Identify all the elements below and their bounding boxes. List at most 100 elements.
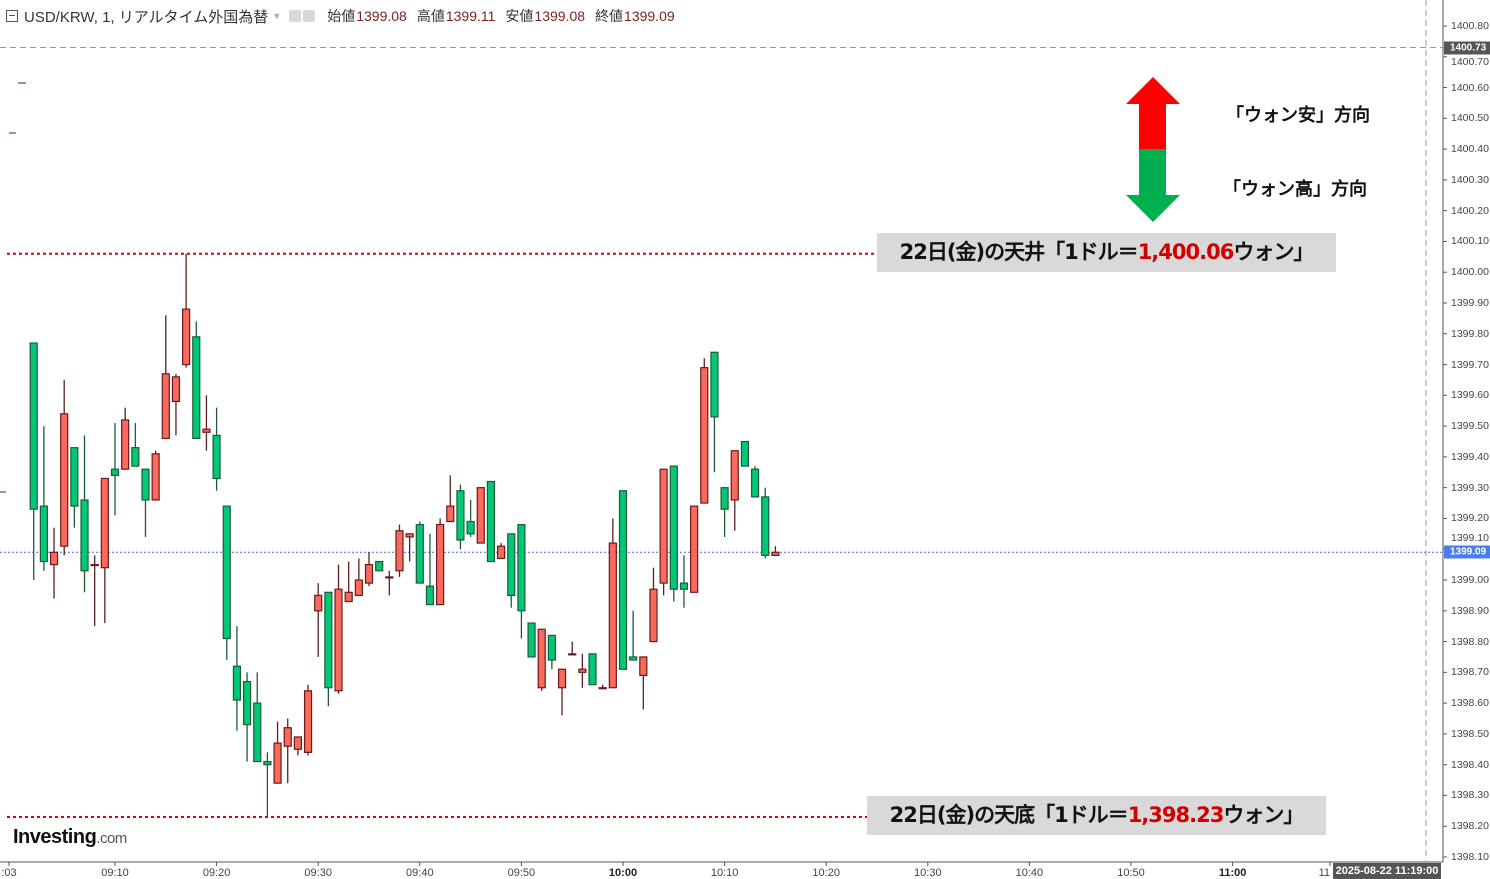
candle[interactable] [679,555,689,608]
candle[interactable] [588,653,597,686]
candle-body [314,594,323,612]
price-tick-label: 1398.80 [1451,635,1489,648]
candle-body [29,342,38,510]
candle[interactable] [303,684,313,756]
candle[interactable] [700,358,709,504]
candle[interactable] [131,423,140,467]
candle[interactable] [273,721,282,784]
candle[interactable] [730,450,739,531]
floor-suffix: ウォン」 [1223,803,1304,827]
candle[interactable] [80,435,89,593]
down-arrow-icon [1126,149,1180,222]
candle[interactable] [354,558,363,596]
candle[interactable] [161,315,170,440]
candle[interactable] [436,518,445,606]
candle[interactable] [466,499,475,537]
crosshair-date-label: 2025-08-22 11:19:00 [1333,863,1441,879]
candle[interactable] [151,450,160,501]
time-tick-label: 11:00 [1218,867,1247,879]
candle[interactable] [446,475,455,523]
candle[interactable] [49,527,59,599]
candle[interactable] [486,480,496,563]
candle-body [750,468,760,498]
candle-body [669,465,678,590]
candle-body [415,523,424,584]
candle[interactable] [507,533,516,608]
candle[interactable] [141,468,150,537]
candle-body [385,576,394,579]
candle[interactable] [293,736,302,756]
candle[interactable] [395,524,404,577]
candle[interactable] [750,466,760,498]
candle[interactable] [171,373,181,436]
candle[interactable] [578,653,587,688]
candle[interactable] [202,395,211,451]
candle[interactable] [242,672,252,762]
eye-icon[interactable] [289,10,302,22]
candle[interactable] [334,564,343,694]
candle-body [80,499,89,572]
candle[interactable] [385,570,394,596]
candle[interactable] [29,342,38,580]
candle[interactable] [212,407,221,491]
candle[interactable] [425,533,435,606]
candle[interactable] [314,583,323,657]
candle[interactable] [121,407,130,470]
candle[interactable] [263,752,272,817]
candle[interactable] [608,518,617,689]
candle[interactable] [253,672,262,763]
candle[interactable] [344,561,353,603]
candle[interactable] [669,465,678,602]
candle[interactable] [517,523,526,639]
gear-icon[interactable] [303,10,316,22]
candle[interactable] [182,253,191,368]
candle[interactable] [222,505,231,661]
candle[interactable] [761,487,770,559]
candle-body [608,542,617,689]
candle[interactable] [771,546,780,556]
candle[interactable] [324,591,333,707]
candle[interactable] [90,555,99,627]
candle[interactable] [568,641,577,656]
candle[interactable] [476,487,485,544]
candle[interactable] [740,440,750,467]
candle[interactable] [364,552,374,587]
candle[interactable] [537,628,546,691]
weak-won-label: 「ウォン安」方向 [1226,105,1370,126]
chevron-down-icon[interactable]: ▼ [272,11,282,21]
candle[interactable] [39,426,48,571]
candle[interactable] [710,351,719,473]
collapse-icon[interactable] [6,10,18,22]
candle[interactable] [629,610,638,661]
candle[interactable] [110,423,120,516]
candle[interactable] [659,468,668,596]
close-label: 終値 [595,8,624,24]
candle[interactable] [192,321,201,440]
candle[interactable] [720,487,729,537]
candle[interactable] [496,543,506,560]
candle[interactable] [283,718,292,784]
candle[interactable] [375,560,384,572]
candle[interactable] [557,668,567,716]
candle[interactable] [415,521,424,584]
candle[interactable] [70,447,79,528]
price-tick-label: 1399.30 [1451,481,1489,494]
price-tick-label: 1399.50 [1451,420,1489,433]
candle[interactable] [456,484,465,550]
candle[interactable] [598,684,607,690]
candle[interactable] [690,505,699,593]
candle[interactable] [618,490,628,670]
candle-body [110,468,120,476]
candle[interactable] [527,622,536,658]
open-label: 始値 [327,8,356,24]
candle-body [202,428,211,433]
candle[interactable] [60,379,69,556]
candle[interactable] [547,634,556,670]
candle[interactable] [649,567,658,643]
price-tick-label: 1398.60 [1451,697,1489,710]
candle[interactable] [100,477,109,624]
candle[interactable] [232,626,242,731]
candle[interactable] [639,656,648,710]
candle[interactable] [405,533,414,562]
